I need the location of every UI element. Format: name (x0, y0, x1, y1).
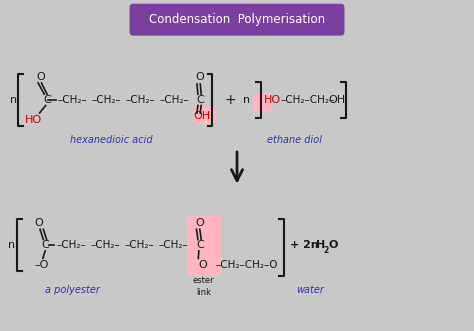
Text: a polyester: a polyester (45, 285, 100, 295)
FancyBboxPatch shape (254, 94, 272, 112)
Text: 2: 2 (324, 246, 329, 255)
Text: –CH₂–: –CH₂– (56, 240, 86, 250)
Text: water: water (296, 285, 324, 295)
Text: +: + (224, 93, 236, 107)
Text: O: O (195, 72, 204, 82)
Text: HO: HO (25, 115, 42, 124)
FancyBboxPatch shape (194, 107, 215, 124)
Text: O: O (195, 218, 204, 228)
Text: OH: OH (328, 95, 345, 105)
Text: HO: HO (264, 95, 281, 105)
FancyBboxPatch shape (187, 216, 220, 276)
Text: –CH₂–: –CH₂– (124, 240, 154, 250)
Text: –CH₂–CH₂–: –CH₂–CH₂– (281, 95, 335, 105)
Text: –CH₂–: –CH₂– (160, 95, 190, 105)
Text: hexanedioic acid: hexanedioic acid (70, 135, 153, 145)
Text: C: C (196, 240, 204, 250)
Text: n: n (9, 240, 16, 250)
Text: ester
link: ester link (193, 276, 214, 297)
Text: –O: –O (34, 260, 49, 270)
FancyBboxPatch shape (129, 4, 345, 36)
Text: O: O (328, 240, 338, 250)
Text: Condensation  Polymerisation: Condensation Polymerisation (149, 13, 325, 26)
Text: C: C (43, 95, 51, 105)
Text: ethane diol: ethane diol (267, 135, 322, 145)
Text: –CH₂–: –CH₂– (92, 95, 122, 105)
Text: –CH₂–: –CH₂– (126, 95, 155, 105)
Text: OH: OH (193, 111, 210, 121)
Text: + 2n: + 2n (290, 240, 319, 250)
Text: H: H (316, 240, 326, 250)
Text: –CH₂–CH₂–O: –CH₂–CH₂–O (216, 260, 278, 270)
Text: O: O (198, 260, 207, 270)
Text: O: O (35, 218, 44, 228)
Text: n: n (243, 95, 250, 105)
Text: –CH₂–: –CH₂– (158, 240, 188, 250)
Text: –CH₂–: –CH₂– (91, 240, 120, 250)
Text: C: C (196, 95, 204, 105)
Text: n: n (10, 95, 17, 105)
Text: –CH₂–: –CH₂– (58, 95, 88, 105)
Text: O: O (36, 72, 45, 82)
Text: C: C (41, 240, 49, 250)
